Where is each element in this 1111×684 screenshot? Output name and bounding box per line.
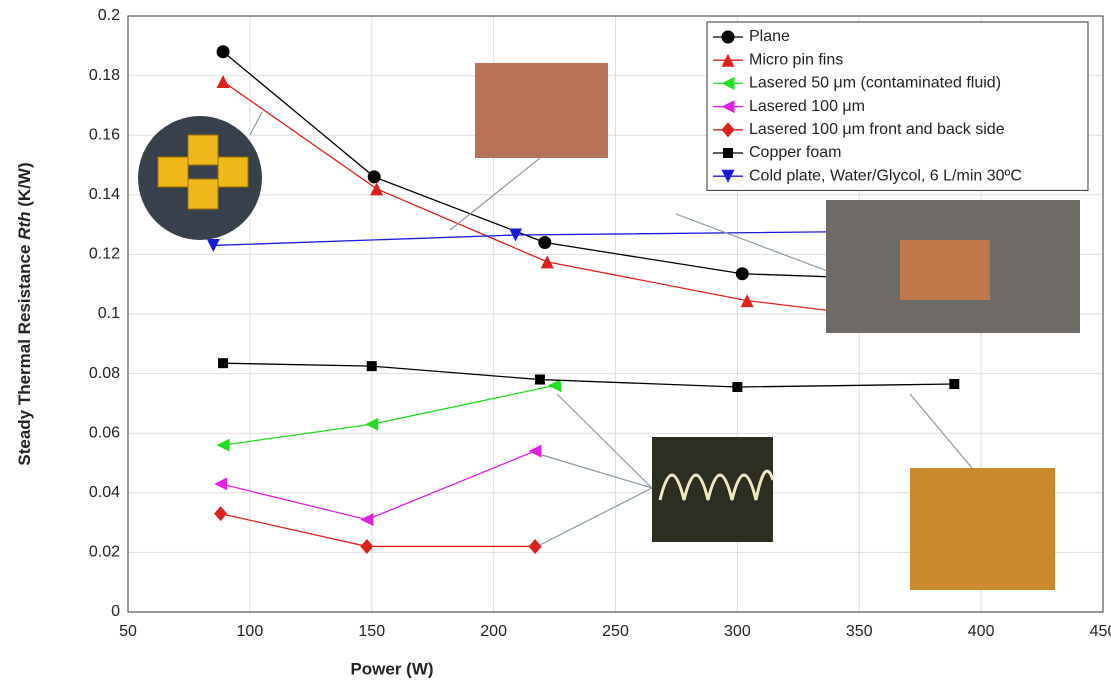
photo-setup-detail — [900, 240, 990, 300]
marker — [732, 382, 742, 392]
y-tick-label: 0.18 — [89, 67, 120, 84]
photo-plate — [475, 63, 608, 158]
y-tick-label: 0.1 — [98, 305, 120, 322]
y-axis-label-text: Steady Thermal Resistance — [15, 245, 34, 466]
marker — [218, 358, 228, 368]
y-tick-label: 0.2 — [98, 7, 120, 24]
x-tick-label: 450 — [1090, 623, 1111, 640]
marker — [367, 361, 377, 371]
x-tick-label: 150 — [358, 623, 385, 640]
y-tick-label: 0.04 — [89, 484, 120, 501]
x-tick-label: 50 — [119, 623, 137, 640]
legend-label: Lasered 100 μm — [749, 98, 865, 115]
marker — [538, 236, 551, 249]
x-tick-label: 400 — [968, 623, 995, 640]
y-tick-label: 0.14 — [89, 186, 120, 203]
y-tick-label: 0.02 — [89, 544, 120, 561]
x-tick-label: 350 — [846, 623, 873, 640]
marker — [723, 148, 733, 158]
cube — [158, 157, 188, 187]
legend-label: Plane — [749, 28, 790, 45]
x-tick-label: 250 — [602, 623, 629, 640]
y-tick-label: 0.08 — [89, 365, 120, 382]
y-tick-label: 0.06 — [89, 424, 120, 441]
legend-label: Lasered 50 μm (contaminated fluid) — [749, 75, 1001, 92]
y-tick-label: 0 — [111, 603, 120, 620]
x-tick-label: 200 — [480, 623, 507, 640]
marker — [217, 45, 230, 58]
photo-foam — [910, 468, 1055, 590]
legend-label: Micro pin fins — [749, 51, 843, 68]
cube — [188, 135, 218, 165]
x-tick-label: 100 — [237, 623, 264, 640]
cube — [218, 157, 248, 187]
chart: 0 0.02 0.04 0.06 0.08 0.1 0.12 0.14 0.16 0.18 0.2 5… — [0, 0, 1111, 684]
y-axis-label-symbol: Rth — [15, 211, 34, 239]
marker — [535, 375, 545, 385]
y-tick-label: 0.16 — [89, 126, 120, 143]
x-axis-label: Power (W) — [350, 659, 433, 678]
legend: Plane Micro pin fins Lasered 50 μm (contam… — [707, 22, 1088, 190]
legend-label: Copper foam — [749, 144, 842, 161]
marker — [368, 170, 381, 183]
x-tick-label: 300 — [724, 623, 751, 640]
y-tick-label: 0.12 — [89, 246, 120, 263]
y-axis-label: Steady Thermal Resistance Rth (K/W) — [15, 162, 34, 465]
cube — [188, 179, 218, 209]
marker — [722, 31, 735, 44]
legend-label: Lasered 100 μm front and back side — [749, 121, 1005, 138]
legend-label: Cold plate, Water/Glycol, 6 L/min 30ºC — [749, 167, 1022, 184]
marker — [949, 379, 959, 389]
marker — [736, 267, 749, 280]
photo-microscope — [652, 437, 773, 542]
y-axis-label-unit: (K/W) — [15, 162, 34, 206]
